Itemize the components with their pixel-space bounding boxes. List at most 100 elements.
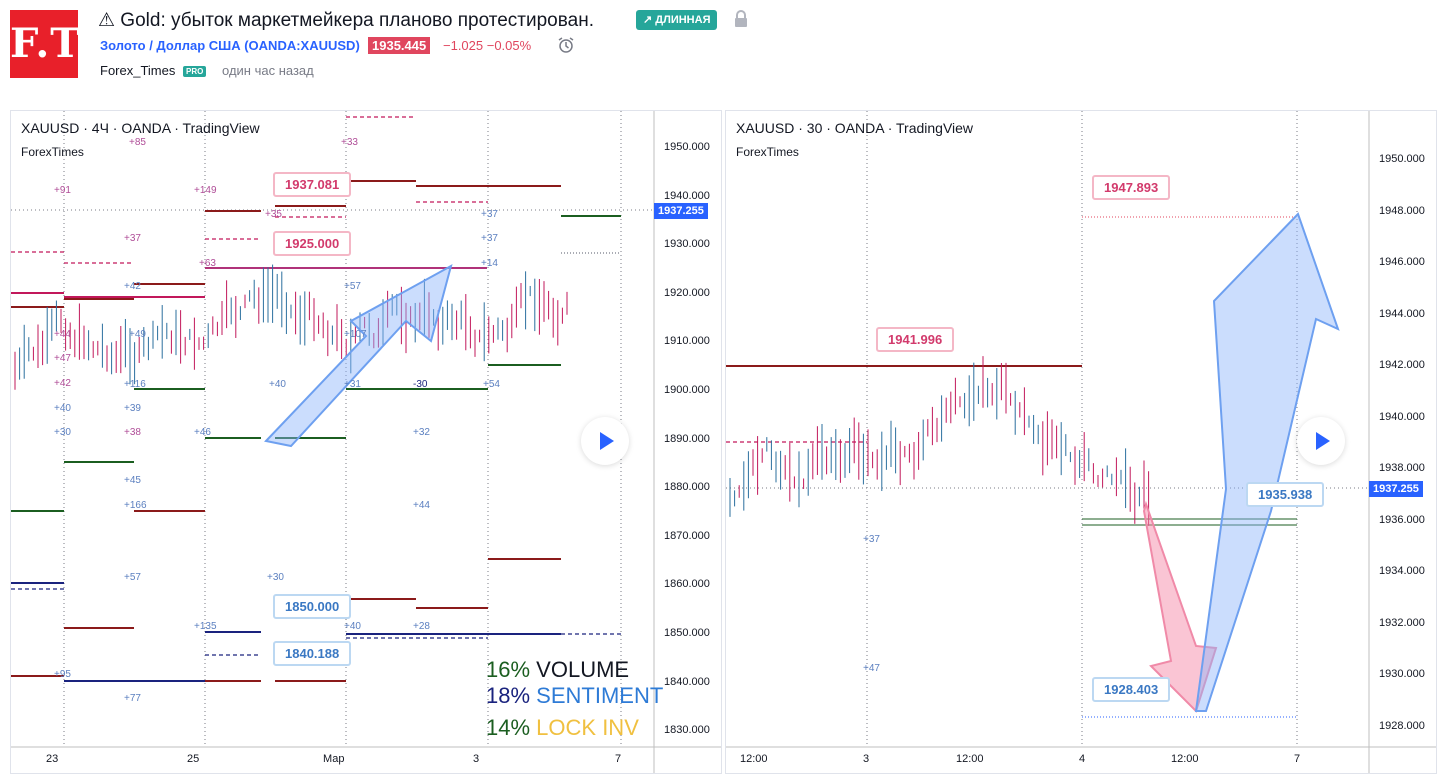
bearish-arrow-shape — [1142, 500, 1218, 713]
svg-text:+38: +38 — [124, 427, 141, 438]
svg-text:+31: +31 — [344, 379, 361, 390]
legend-sentiment: 18% SENTIMENT — [486, 683, 664, 708]
price-change: −1.025 −0.05% — [443, 38, 532, 53]
svg-text:+77: +77 — [124, 693, 141, 704]
chart-30m-plot[interactable]: +37 +47 — [726, 111, 1436, 773]
svg-text:+49: +49 — [129, 329, 146, 340]
y_ticks-tick: 1900.000 — [664, 384, 710, 396]
svg-text:-30: -30 — [413, 379, 428, 390]
y_ticks-tick: 1850.000 — [664, 627, 710, 639]
svg-text:+45: +45 — [124, 475, 141, 486]
svg-text:+30: +30 — [267, 572, 284, 583]
svg-text:+37: +37 — [124, 233, 141, 244]
x-tick: 12:00 — [956, 753, 984, 765]
svg-text:+57: +57 — [344, 281, 361, 292]
symbol-link[interactable]: Золото / Доллар США (OANDA:XAUUSD) — [100, 38, 360, 53]
x-tick: 23 — [46, 753, 59, 765]
x-tick: 12:00 — [740, 753, 768, 765]
svg-text:+44: +44 — [54, 329, 71, 340]
y_ticks-tick: 1910.000 — [664, 335, 710, 348]
annotation-1840[interactable]: 1840.188 — [273, 641, 352, 666]
y_ticks-tick: 1928.000 — [1379, 719, 1425, 732]
svg-text:+32: +32 — [413, 427, 430, 438]
play-replay-button[interactable] — [581, 417, 629, 465]
chart-4h-title: XAUUSD · 4Ч · OANDA · TradingView — [21, 120, 260, 136]
y_ticks-tick: 1840.000 — [664, 675, 710, 688]
svg-text:+47: +47 — [54, 353, 71, 364]
x-tick: 25 — [187, 753, 200, 765]
svg-text:+44: +44 — [413, 500, 430, 511]
idea-header: F.T. ⚠ Gold: убыток маркетмейкера планов… — [0, 0, 1443, 100]
svg-text:+37: +37 — [863, 534, 880, 545]
x-tick: 4 — [1079, 753, 1086, 765]
svg-text:+63: +63 — [199, 258, 216, 269]
x-tick: 12:00 — [1171, 753, 1199, 765]
annotation-1850[interactable]: 1850.000 — [273, 594, 352, 619]
svg-text:+47: +47 — [863, 663, 880, 674]
svg-text:+37: +37 — [481, 209, 498, 220]
x-tick: 7 — [1294, 753, 1301, 765]
y_ticks-tick: 1920.000 — [664, 286, 710, 299]
annotation-1935[interactable]: 1935.938 — [1246, 482, 1325, 507]
idea-title: ⚠ Gold: убыток маркетмейкера планово про… — [98, 10, 594, 31]
chart-30m-author: ForexTimes — [736, 145, 799, 159]
annotation-1937[interactable]: 1937.081 — [273, 172, 352, 197]
x-tick: 3 — [473, 753, 480, 765]
y_ticks-tick: 1880.000 — [664, 481, 710, 494]
y_ticks-tick: 1830.000 — [664, 724, 710, 737]
chart-4h-author: ForexTimes — [21, 145, 84, 159]
svg-text:+30: +30 — [54, 427, 71, 438]
bullish-arrow-shape — [264, 263, 453, 448]
last-price-badge: 1935.445 — [368, 37, 431, 54]
svg-text:+33: +33 — [341, 137, 358, 148]
legend-volume: 16% VOLUME — [486, 657, 630, 682]
y_ticks-tick: 1940.000 — [1379, 410, 1425, 423]
svg-text:+54: +54 — [483, 379, 500, 390]
y_ticks-tick: 1934.000 — [1379, 565, 1425, 577]
y_ticks-tick: 1942.000 — [1379, 359, 1425, 371]
author-name[interactable]: Forex_Times — [100, 63, 176, 78]
y_ticks-tick: 1944.000 — [1379, 307, 1425, 320]
annotation-1928[interactable]: 1928.403 — [1092, 677, 1171, 702]
y_ticks-tick: 1890.000 — [664, 432, 710, 445]
annotation-1925[interactable]: 1925.000 — [273, 231, 352, 256]
svg-text:+39: +39 — [124, 403, 141, 414]
y_ticks-tick: 1860.000 — [664, 578, 710, 591]
svg-text:+107: +107 — [344, 329, 367, 340]
svg-text:+85: +85 — [129, 137, 146, 148]
svg-text:+116: +116 — [124, 379, 146, 390]
chart-4h-panel[interactable]: +85 +33 +91 +149 +35 +37 +37 +37 +63 +14 +42 +57… — [10, 110, 722, 774]
y_ticks-tick: 1930.000 — [1379, 668, 1425, 680]
svg-text:+14: +14 — [481, 258, 498, 269]
play-replay-button[interactable] — [1297, 417, 1345, 465]
alarm-clock-icon[interactable] — [557, 36, 575, 54]
svg-text:+166: +166 — [124, 500, 147, 511]
y_ticks-tick: 1940.000 — [664, 189, 710, 202]
svg-text:+42: +42 — [54, 378, 71, 389]
svg-text:+57: +57 — [124, 572, 141, 583]
chart-4h-current-price: 1937.255 — [654, 203, 708, 219]
svg-text:+42: +42 — [124, 281, 141, 292]
svg-text:+46: +46 — [194, 427, 211, 438]
svg-text:+95: +95 — [54, 669, 71, 680]
chart-30m-panel[interactable]: +37 +47 XAUUSD · 30 · OANDA · TradingView… — [725, 110, 1437, 774]
publish-time: один час назад — [222, 63, 314, 78]
legend-lock-inv: 14% LOCK INV — [486, 715, 639, 740]
svg-text:+40: +40 — [344, 621, 361, 632]
lock-icon — [735, 10, 747, 27]
chart-30m-title: XAUUSD · 30 · OANDA · TradingView — [736, 120, 974, 136]
y_ticks-tick: 1938.000 — [1379, 462, 1425, 474]
chart-4h-plot[interactable]: +85 +33 +91 +149 +35 +37 +37 +37 +63 +14 +42 +57… — [11, 111, 721, 773]
y_ticks-tick: 1946.000 — [1379, 256, 1425, 268]
pro-badge: PRO — [183, 66, 207, 77]
y_ticks-tick: 1870.000 — [664, 529, 710, 542]
annotation-1941[interactable]: 1941.996 — [876, 327, 955, 352]
author-logo[interactable]: F.T. — [10, 10, 90, 78]
y_ticks-tick: 1936.000 — [1379, 513, 1425, 526]
svg-text:+40: +40 — [54, 403, 71, 414]
svg-text:+135: +135 — [194, 621, 217, 632]
chart-30m-current-price: 1937.255 — [1369, 481, 1423, 497]
annotation-1947[interactable]: 1947.893 — [1092, 175, 1171, 200]
y_ticks-tick: 1932.000 — [1379, 616, 1425, 629]
bullish-arrow-shape — [1194, 212, 1340, 712]
